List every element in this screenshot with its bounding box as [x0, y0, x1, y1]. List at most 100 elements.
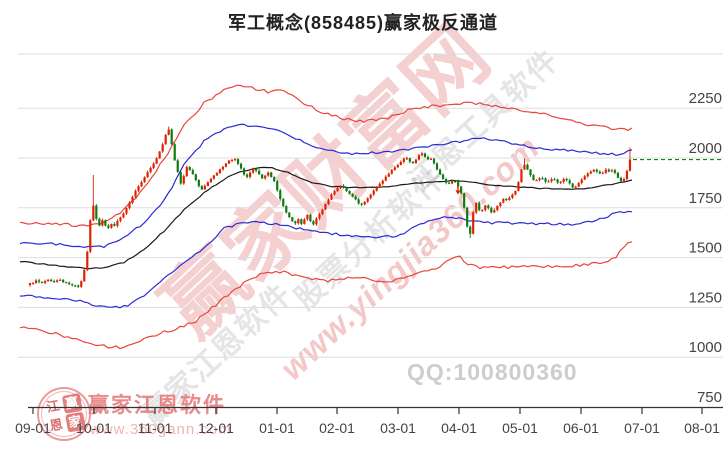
x-axis-label: 02-01	[319, 420, 355, 436]
page-title: 军工概念(858485)赢家极反通道	[227, 13, 499, 33]
candle-body	[282, 199, 285, 207]
candle-body	[34, 280, 38, 283]
candle-body	[158, 151, 161, 159]
candle-body	[230, 159, 234, 161]
candle-body	[92, 205, 95, 221]
candle-body	[390, 170, 393, 174]
candle-body	[405, 158, 408, 160]
candle-body	[303, 219, 306, 224]
candle-body	[324, 204, 327, 210]
candle-body	[339, 185, 342, 188]
x-axis-label: 08-01	[684, 420, 720, 436]
candle-body	[384, 176, 387, 181]
candle-body	[176, 160, 179, 172]
candle-body	[107, 225, 110, 228]
candle-body	[625, 170, 629, 180]
candle-body	[233, 159, 237, 161]
candle-body	[336, 187, 339, 192]
candle-body	[345, 187, 348, 191]
candle-body	[399, 161, 402, 165]
candle-body	[348, 190, 351, 194]
x-axis-label: 09-01	[15, 420, 51, 436]
candle-body	[273, 177, 276, 182]
candle-body	[128, 202, 131, 209]
candle-body	[297, 219, 300, 224]
candle-body	[95, 205, 98, 219]
candle-body	[586, 173, 589, 177]
candle-body	[408, 158, 411, 162]
candle-body	[53, 281, 56, 283]
candle-body	[46, 279, 50, 281]
candle-body	[580, 179, 583, 183]
candle-body	[562, 178, 565, 182]
candle-body	[327, 199, 330, 205]
candle-body	[194, 174, 197, 180]
candle-body	[209, 178, 212, 183]
candle-body	[426, 157, 430, 160]
candle-body	[255, 168, 258, 171]
candle-body	[83, 269, 86, 282]
x-axis-label: 11-01	[138, 420, 173, 436]
lower-blue-rail	[19, 210, 633, 309]
candle-body	[197, 180, 200, 187]
candle-body	[547, 181, 550, 183]
candle-body	[65, 282, 68, 284]
candle-body	[396, 164, 399, 168]
candle-body	[457, 181, 460, 187]
candle-body	[502, 198, 505, 203]
candle-body	[565, 178, 568, 181]
y-axis-label: 2000	[689, 140, 722, 157]
candle-body	[155, 158, 158, 164]
candle-body	[493, 210, 496, 213]
candle-body	[267, 172, 270, 176]
candle-body	[37, 280, 41, 282]
candle-body	[146, 172, 149, 178]
candle-body	[321, 209, 324, 215]
candle-body	[619, 177, 623, 182]
candle-body	[360, 203, 363, 205]
candle-body	[414, 159, 418, 164]
candle-body	[200, 186, 203, 190]
candle-body	[149, 167, 152, 173]
candle-body	[309, 214, 312, 222]
candle-body	[288, 212, 291, 218]
candle-body	[261, 174, 264, 179]
candle-body	[239, 163, 243, 169]
candle-body	[351, 193, 354, 197]
candle-body	[122, 213, 125, 218]
candle-body	[212, 175, 216, 179]
x-axis-label: 04-01	[441, 420, 477, 436]
candle-body	[520, 169, 523, 183]
candle-body	[252, 168, 255, 173]
candle-body	[134, 190, 137, 197]
candle-body	[43, 280, 47, 283]
candle-body	[577, 183, 580, 187]
candle-body	[454, 181, 457, 183]
candle-body	[610, 170, 613, 172]
candle-body	[435, 163, 439, 170]
candle-body	[342, 185, 345, 188]
candle-body	[429, 158, 433, 160]
candle-body	[306, 214, 309, 220]
candle-body	[496, 206, 499, 211]
candle-body	[113, 223, 116, 226]
candle-body	[423, 153, 427, 157]
candle-body	[264, 175, 267, 179]
candle-body	[170, 129, 173, 145]
candle-body	[80, 281, 83, 287]
candle-body	[357, 199, 360, 204]
upper-red-rail	[19, 84, 633, 228]
candle-body	[451, 181, 454, 184]
candle-body	[215, 173, 219, 176]
y-axis-label: 1000	[689, 339, 722, 356]
candle-body	[279, 190, 282, 200]
candle-body	[179, 171, 182, 184]
candle-body	[375, 187, 378, 191]
candle-body	[571, 183, 574, 188]
candle-body	[110, 223, 113, 228]
candle-body	[71, 284, 74, 286]
x-axis-label: 05-01	[502, 420, 538, 436]
candle-body	[472, 212, 475, 234]
candle-body	[438, 169, 442, 175]
candle-body	[411, 161, 414, 164]
